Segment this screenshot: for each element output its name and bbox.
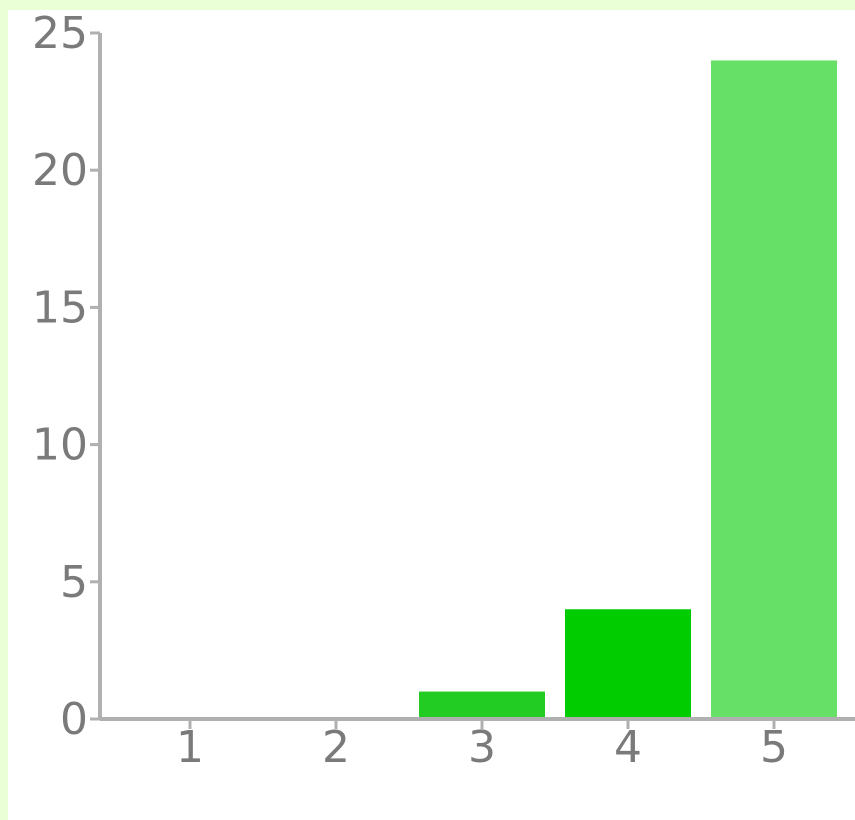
bar-3 xyxy=(419,692,545,717)
y-tick-label-15: 15 xyxy=(32,282,88,333)
x-tick-label-2: 2 xyxy=(322,722,350,773)
y-tick-label-0: 0 xyxy=(60,694,88,745)
x-ticks-group: 1 2 3 4 5 xyxy=(176,719,788,773)
bar-5 xyxy=(711,60,837,717)
y-tick-label-5: 5 xyxy=(60,557,88,608)
bar-4 xyxy=(565,609,691,717)
x-tick-label-3: 3 xyxy=(468,722,496,773)
y-tick-label-10: 10 xyxy=(32,420,88,471)
x-tick-label-4: 4 xyxy=(614,722,642,773)
x-tick-label-1: 1 xyxy=(176,722,204,773)
x-tick-label-5: 5 xyxy=(760,722,788,773)
y-ticks-group: 0 5 10 15 20 25 xyxy=(32,8,100,745)
bars-group xyxy=(419,60,837,717)
y-tick-label-20: 20 xyxy=(32,145,88,196)
y-tick-label-25: 25 xyxy=(32,8,88,59)
